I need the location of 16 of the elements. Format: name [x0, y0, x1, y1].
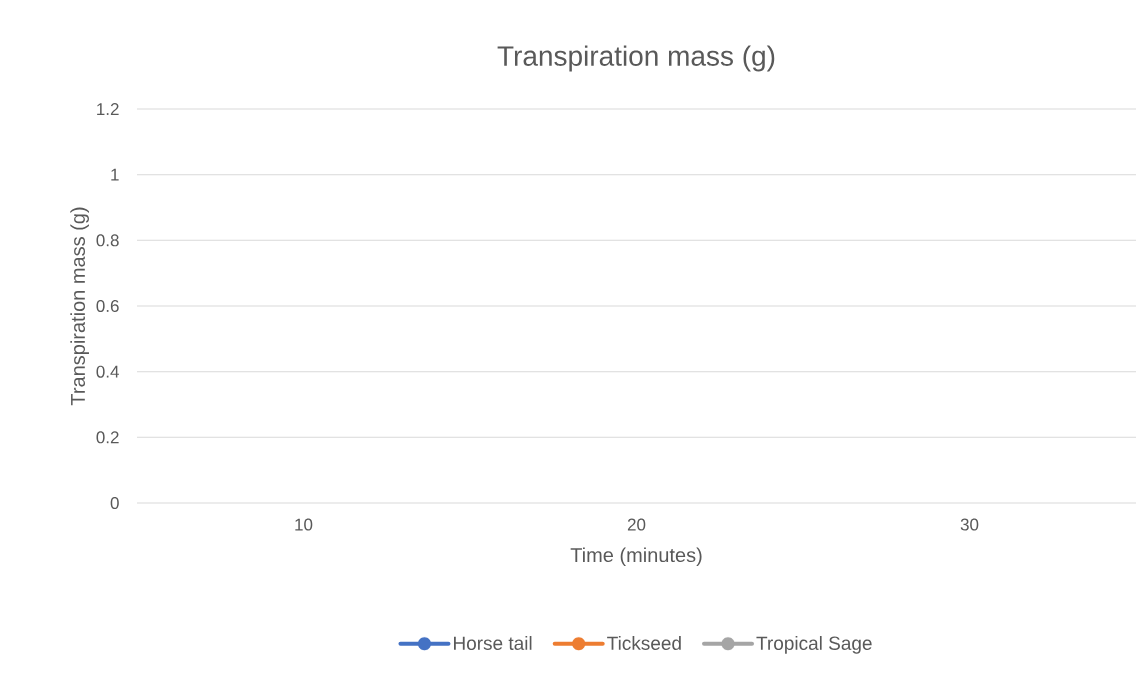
y-axis-title: Transpiration mass (g): [70, 207, 89, 406]
x-axis-title: Time (minutes): [570, 547, 702, 567]
y-tick-label: 0.8: [96, 234, 119, 247]
chart-title: Transpiration mass (g): [497, 45, 775, 72]
y-tick-label: 0.2: [96, 431, 119, 444]
y-tick-label: 1.2: [97, 103, 119, 115]
legend-label: Tropical Sage: [756, 636, 872, 654]
x-tick-label: 20: [627, 518, 646, 531]
y-tick-label: 0.4: [96, 365, 119, 378]
y-tick-label: 1: [111, 168, 119, 181]
legend-label: Tickseed: [607, 636, 681, 650]
x-tick-label: 10: [295, 518, 313, 531]
y-tick-label: 0: [110, 496, 119, 510]
legend-label: Horse tail: [454, 636, 532, 650]
x-tick-label: 30: [960, 518, 979, 531]
y-tick-label: 0.6: [96, 299, 119, 313]
